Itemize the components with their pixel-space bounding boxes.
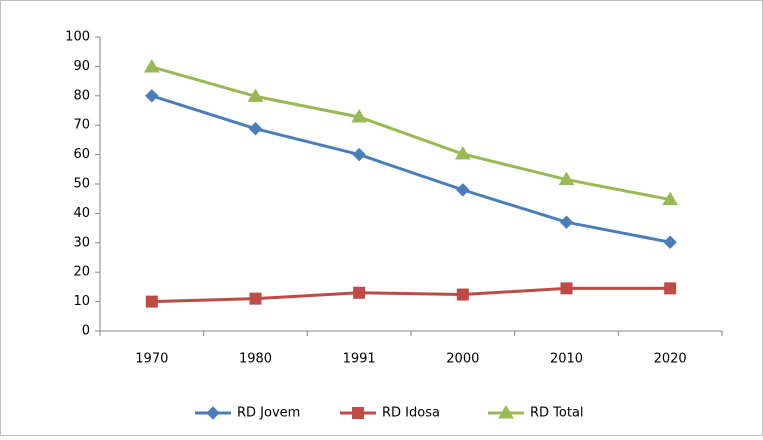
series-line <box>151 286 671 304</box>
y-tick-label: 0 <box>82 324 90 339</box>
y-tick-label: 100 <box>65 30 90 45</box>
y-tick-label: 60 <box>73 147 90 162</box>
x-tick-label: 2010 <box>550 352 583 367</box>
legend-label: RD Jovem <box>237 406 300 421</box>
point <box>456 183 470 197</box>
x-tick-label: 1980 <box>239 352 272 367</box>
legend-marker <box>352 407 364 419</box>
y-tick-label: 50 <box>73 177 90 192</box>
point <box>353 286 366 299</box>
y-tick-label: 90 <box>73 59 90 74</box>
y-tick-label: 10 <box>73 294 90 309</box>
point <box>454 146 471 160</box>
point <box>560 282 573 295</box>
point <box>351 108 368 123</box>
legend-marker <box>498 405 514 419</box>
y-tick-label: 30 <box>73 235 90 250</box>
series-line <box>151 94 671 244</box>
y-tick-label: 40 <box>73 206 90 221</box>
point <box>352 147 366 162</box>
x-tick-label: 1970 <box>135 352 168 367</box>
point <box>145 89 159 103</box>
point <box>559 215 574 229</box>
x-tick-label: 1991 <box>343 352 376 367</box>
point <box>663 235 677 249</box>
legend-label: RD Idosa <box>382 406 440 421</box>
y-tick-label: 70 <box>73 118 90 133</box>
series-line <box>151 65 671 202</box>
y-tick-label: 20 <box>73 265 90 280</box>
point <box>662 191 679 206</box>
legend-label: RD Total <box>530 406 584 421</box>
y-tick-label: 80 <box>73 88 90 103</box>
point <box>143 58 160 73</box>
point <box>247 88 264 102</box>
point <box>145 295 158 308</box>
point <box>248 122 263 136</box>
x-tick-label: 2000 <box>446 352 479 367</box>
point <box>456 288 469 301</box>
x-tick-label: 2020 <box>654 352 687 367</box>
point <box>664 282 677 295</box>
point <box>558 171 575 186</box>
legend-marker <box>206 406 220 420</box>
point <box>249 292 262 305</box>
